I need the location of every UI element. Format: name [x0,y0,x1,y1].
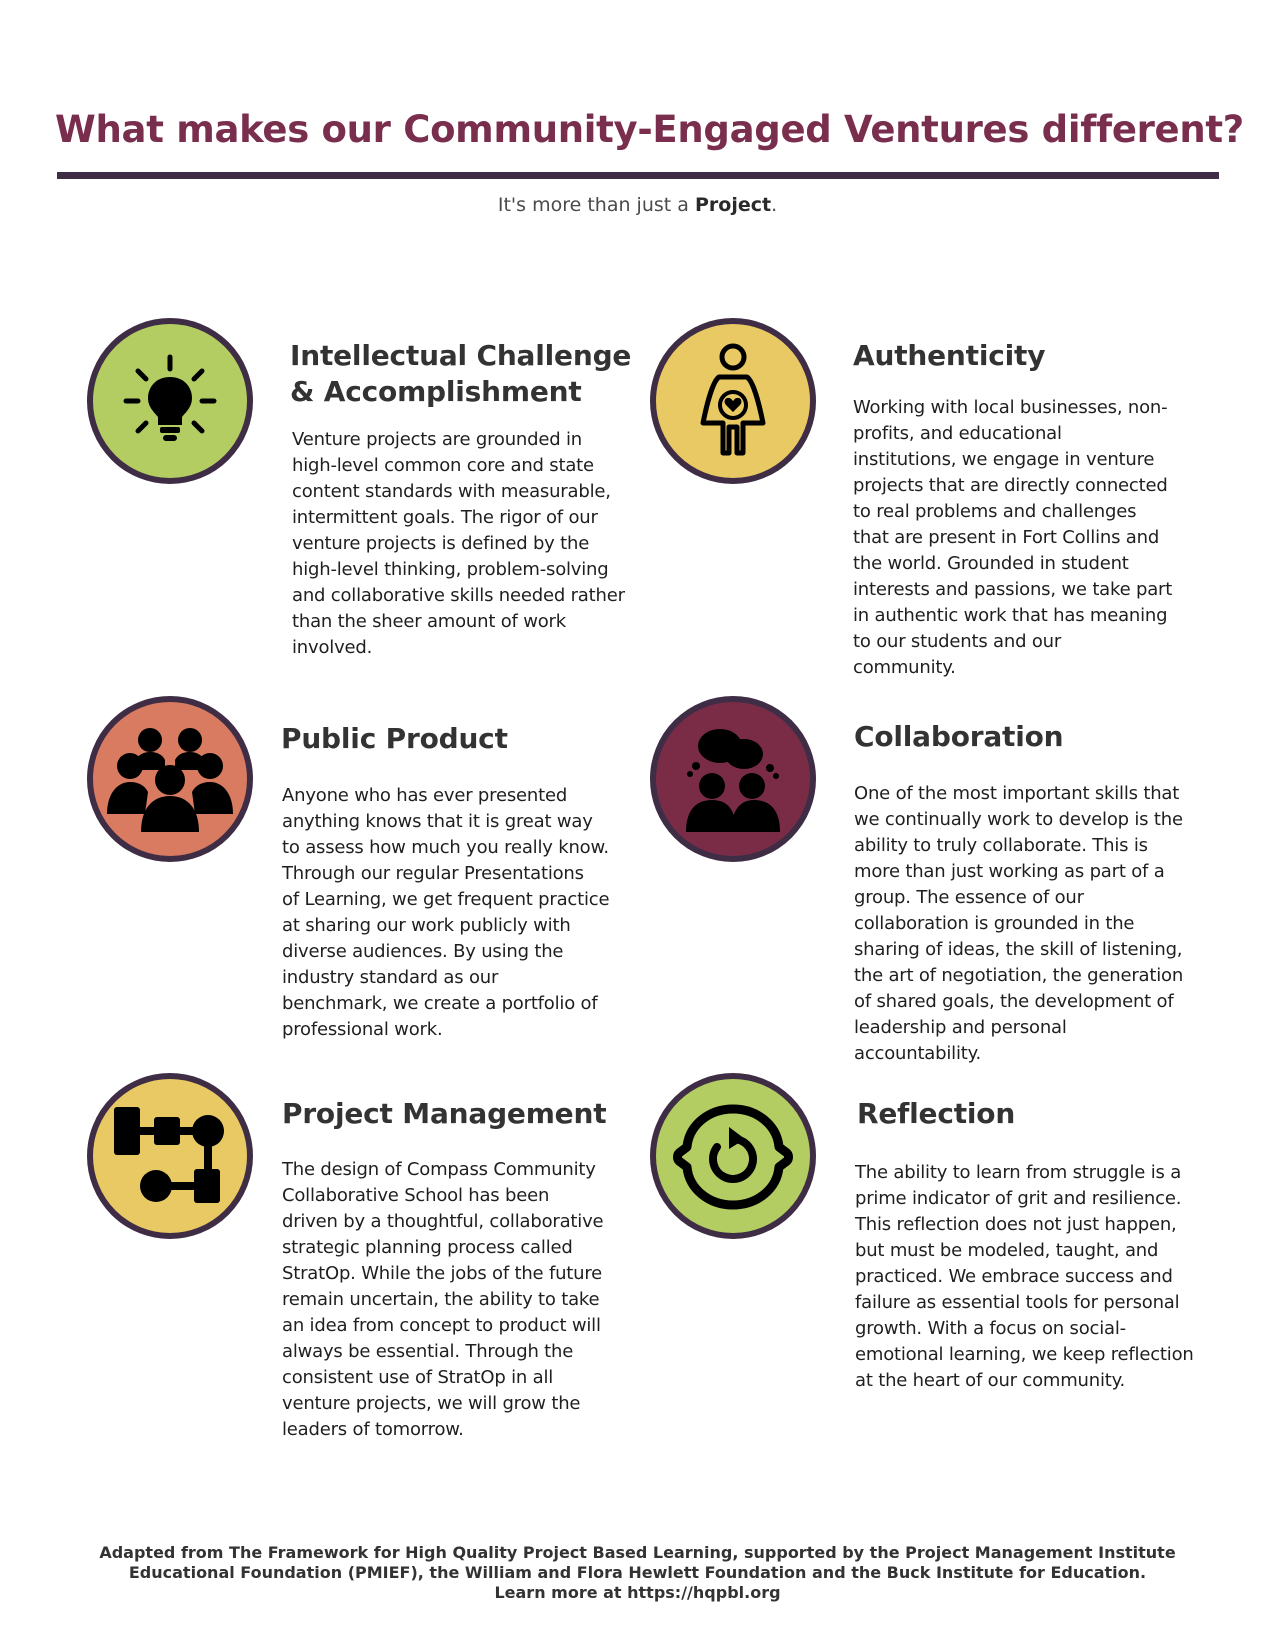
section-icon-badge-intellectual [87,318,253,484]
section-heading-collaboration: Collaboration [854,720,1064,753]
section-icon-badge-reflection [650,1073,816,1239]
section-icon-badge-collaboration [650,696,816,862]
person-heart-icon [700,343,766,456]
section-icon-badge-project-management [87,1073,253,1239]
section-body-reflection: The ability to learn from struggle is a … [855,1162,1194,1391]
flowchart-icon [114,1107,224,1203]
section-body-intellectual: Venture projects are grounded in high-le… [292,429,625,658]
subtitle-prefix: It's more than just a [497,194,695,216]
section-icon-badge-authenticity [650,318,816,484]
conversation-icon [686,729,780,832]
section-body-collaboration: One of the most important skills that we… [854,783,1184,1064]
page-title: What makes our Community-Engaged Venture… [55,108,1244,151]
section-body-project-management: The design of Compass Community Collabor… [282,1159,604,1440]
title-divider [57,172,1219,179]
subtitle-suffix: . [771,194,778,216]
section-icon-badge-public-product [87,696,253,862]
section-heading-intellectual: Intellectual Challenge & Accomplishment [290,339,632,408]
section-heading-public-product: Public Product [281,722,508,755]
subtitle-emphasis: Project [694,194,772,216]
section-body-public-product: Anyone who has ever presented anything k… [282,785,610,1040]
page-subtitle: It's more than just a Project. [0,194,1275,216]
group-icon [107,728,233,832]
head-refresh-icon [673,1104,793,1210]
attribution-footer: Adapted from The Framework for High Qual… [99,1543,1176,1602]
lightbulb-icon [123,354,217,441]
section-heading-reflection: Reflection [857,1097,1016,1130]
section-heading-authenticity: Authenticity [853,339,1046,372]
section-body-authenticity: Working with local businesses, non- prof… [853,397,1173,678]
section-heading-project-management: Project Management [282,1097,607,1130]
